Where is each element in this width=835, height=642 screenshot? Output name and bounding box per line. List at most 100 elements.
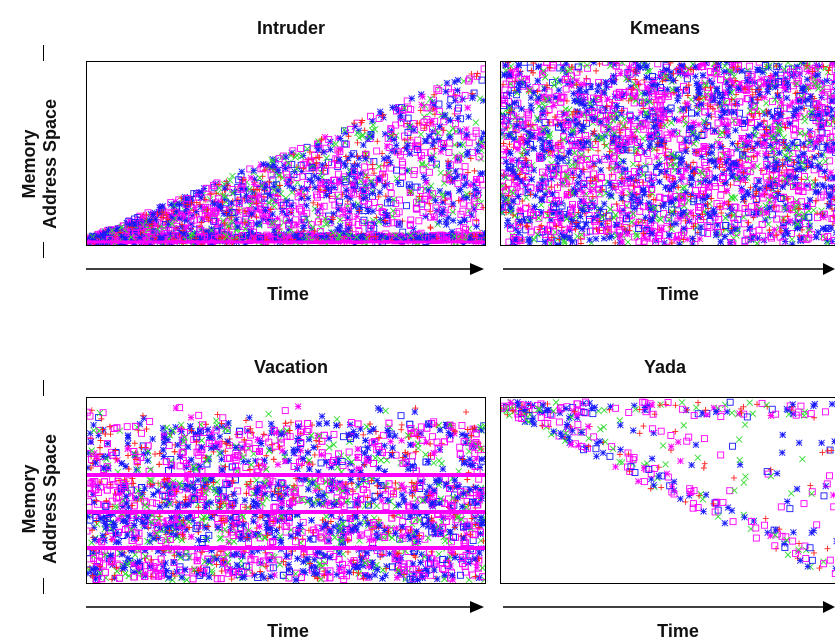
marker-square xyxy=(657,148,663,154)
scatter-svg-kmeans xyxy=(501,62,835,245)
marker-asterisk xyxy=(803,203,809,209)
marker-asterisk xyxy=(315,147,321,153)
marker-asterisk xyxy=(421,174,427,180)
marker-plus xyxy=(471,168,477,174)
marker-asterisk xyxy=(251,168,257,174)
marker-asterisk xyxy=(360,190,366,196)
marker-asterisk xyxy=(275,224,281,230)
marker-cross xyxy=(271,203,277,209)
marker-asterisk xyxy=(698,224,704,230)
marker-square xyxy=(447,140,453,146)
marker-plus xyxy=(681,114,687,120)
marker-asterisk xyxy=(361,196,367,202)
marker-asterisk xyxy=(275,167,281,173)
marker-asterisk xyxy=(398,112,404,118)
marker-asterisk xyxy=(217,205,223,211)
marker-square xyxy=(759,221,765,227)
marker-square xyxy=(736,63,742,69)
marker-cross xyxy=(333,141,339,147)
marker-asterisk xyxy=(752,183,758,189)
marker-square xyxy=(446,150,452,156)
marker-square xyxy=(473,128,479,134)
marker-asterisk xyxy=(464,132,470,138)
marker-plus xyxy=(512,78,518,84)
marker-asterisk xyxy=(641,191,647,197)
marker-square xyxy=(374,148,380,154)
marker-asterisk xyxy=(181,231,187,237)
chart-title-vacation: Vacation xyxy=(191,357,391,378)
marker-square xyxy=(428,149,434,155)
marker-asterisk xyxy=(131,221,137,227)
marker-asterisk xyxy=(260,161,266,167)
marker-square xyxy=(715,120,721,126)
marker-asterisk xyxy=(450,201,456,207)
marker-asterisk xyxy=(804,76,810,82)
marker-square xyxy=(635,156,641,162)
marker-square xyxy=(526,111,532,117)
marker-asterisk xyxy=(433,198,439,204)
marker-cross xyxy=(763,100,769,106)
marker-square xyxy=(756,227,762,233)
marker-asterisk xyxy=(222,185,228,191)
marker-asterisk xyxy=(739,163,745,169)
marker-asterisk xyxy=(416,234,422,240)
y-axis-tick xyxy=(43,578,44,594)
marker-asterisk xyxy=(800,141,806,147)
marker-square xyxy=(518,213,524,219)
marker-asterisk xyxy=(455,77,461,83)
y-axis-label-bottom: Memory Address Space xyxy=(19,409,61,589)
marker-plus xyxy=(362,127,368,133)
marker-asterisk xyxy=(474,224,480,230)
y-axis-label-line1: Memory xyxy=(19,409,40,589)
marker-asterisk xyxy=(291,186,297,192)
marker-asterisk xyxy=(425,187,431,193)
marker-cross xyxy=(478,156,484,162)
marker-square xyxy=(716,217,722,223)
marker-asterisk xyxy=(336,157,342,163)
marker-asterisk xyxy=(357,171,363,177)
marker-plus xyxy=(727,182,733,188)
marker-asterisk xyxy=(709,150,715,156)
marker-asterisk xyxy=(336,227,342,233)
marker-square xyxy=(388,190,394,196)
marker-square xyxy=(646,158,652,164)
marker-asterisk xyxy=(450,218,456,224)
marker-asterisk xyxy=(249,211,255,217)
marker-asterisk xyxy=(304,186,310,192)
marker-plus xyxy=(640,179,646,185)
marker-asterisk xyxy=(119,233,125,239)
marker-asterisk xyxy=(256,192,262,198)
marker-asterisk xyxy=(324,192,330,198)
marker-square xyxy=(399,159,405,165)
marker-cross xyxy=(304,146,310,152)
marker-asterisk xyxy=(446,103,452,109)
marker-asterisk xyxy=(461,217,467,223)
marker-square xyxy=(705,223,711,229)
marker-asterisk xyxy=(340,230,346,236)
marker-cross xyxy=(438,170,444,176)
marker-square xyxy=(481,66,485,72)
y-axis-label-top: Memory Address Space xyxy=(19,74,61,254)
marker-asterisk xyxy=(314,143,320,149)
marker-asterisk xyxy=(180,212,186,218)
marker-cross xyxy=(722,63,728,69)
y-axis-tick xyxy=(43,242,44,258)
marker-asterisk xyxy=(311,231,317,237)
plot-kmeans xyxy=(500,61,835,246)
marker-cross xyxy=(428,183,434,189)
marker-cross xyxy=(477,96,483,102)
marker-square xyxy=(342,141,348,147)
marker-asterisk xyxy=(464,152,470,158)
marker-asterisk xyxy=(536,117,542,123)
marker-asterisk xyxy=(572,140,578,146)
marker-asterisk xyxy=(673,221,679,227)
marker-asterisk xyxy=(370,208,376,214)
marker-asterisk xyxy=(828,169,834,175)
marker-asterisk xyxy=(595,88,601,94)
marker-square xyxy=(756,62,762,65)
marker-asterisk xyxy=(381,183,387,189)
marker-square xyxy=(637,208,643,214)
marker-asterisk xyxy=(283,154,289,160)
marker-asterisk xyxy=(531,167,537,173)
marker-asterisk xyxy=(248,175,254,181)
